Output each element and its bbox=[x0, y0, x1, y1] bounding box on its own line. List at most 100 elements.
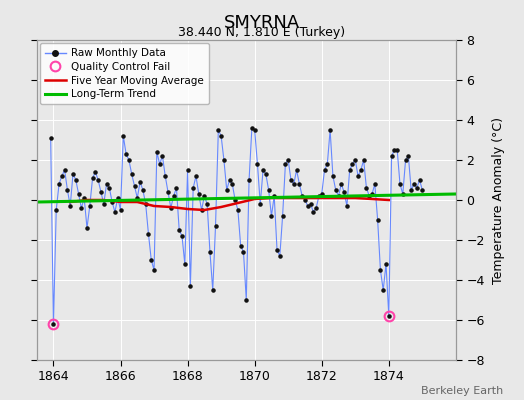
Point bbox=[114, 195, 122, 201]
Point bbox=[267, 213, 276, 219]
Point bbox=[85, 203, 94, 209]
Point bbox=[404, 153, 412, 159]
Point bbox=[301, 197, 309, 203]
Point bbox=[178, 233, 186, 239]
Point bbox=[130, 183, 139, 189]
Point bbox=[345, 167, 354, 173]
Point bbox=[164, 189, 172, 195]
Point bbox=[354, 173, 362, 179]
Point bbox=[320, 167, 329, 173]
Point bbox=[334, 193, 343, 199]
Point bbox=[332, 187, 340, 193]
Point bbox=[359, 157, 368, 163]
Point bbox=[206, 249, 214, 255]
Point bbox=[72, 177, 80, 183]
Point bbox=[309, 209, 318, 215]
Point bbox=[172, 185, 181, 191]
Y-axis label: Temperature Anomaly (°C): Temperature Anomaly (°C) bbox=[492, 116, 505, 284]
Point bbox=[102, 181, 111, 187]
Point bbox=[401, 157, 410, 163]
Point bbox=[55, 181, 63, 187]
Point bbox=[52, 207, 60, 213]
Point bbox=[181, 261, 189, 267]
Point bbox=[116, 207, 125, 213]
Point bbox=[169, 193, 178, 199]
Point bbox=[343, 203, 351, 209]
Point bbox=[368, 191, 376, 197]
Point bbox=[287, 177, 295, 183]
Point bbox=[203, 201, 211, 207]
Point bbox=[231, 197, 239, 203]
Point bbox=[189, 185, 198, 191]
Point bbox=[273, 247, 281, 253]
Point bbox=[139, 187, 147, 193]
Point bbox=[119, 133, 127, 139]
Point bbox=[100, 201, 108, 207]
Point bbox=[158, 153, 167, 159]
Point bbox=[97, 189, 105, 195]
Point bbox=[220, 157, 228, 163]
Point bbox=[250, 127, 259, 133]
Point bbox=[63, 187, 72, 193]
Point bbox=[340, 189, 348, 195]
Point bbox=[125, 157, 133, 163]
Point bbox=[290, 181, 298, 187]
Point bbox=[256, 201, 265, 207]
Legend: Raw Monthly Data, Quality Control Fail, Five Year Moving Average, Long-Term Tren: Raw Monthly Data, Quality Control Fail, … bbox=[40, 43, 209, 104]
Point bbox=[374, 217, 382, 223]
Point bbox=[236, 243, 245, 249]
Point bbox=[77, 205, 85, 211]
Point bbox=[245, 177, 253, 183]
Point bbox=[91, 169, 100, 175]
Point bbox=[337, 181, 345, 187]
Point bbox=[248, 125, 256, 131]
Point bbox=[393, 147, 401, 153]
Point bbox=[253, 161, 261, 167]
Point bbox=[387, 153, 396, 159]
Point bbox=[144, 231, 152, 237]
Point bbox=[315, 193, 323, 199]
Text: Berkeley Earth: Berkeley Earth bbox=[421, 386, 503, 396]
Point bbox=[133, 195, 141, 201]
Point bbox=[239, 249, 248, 255]
Point bbox=[292, 167, 301, 173]
Point bbox=[136, 179, 144, 185]
Point bbox=[211, 223, 220, 229]
Point bbox=[351, 157, 359, 163]
Text: SMYRNA: SMYRNA bbox=[224, 14, 300, 32]
Text: 38.440 N, 1.810 E (Turkey): 38.440 N, 1.810 E (Turkey) bbox=[179, 26, 345, 39]
Point bbox=[276, 253, 284, 259]
Point bbox=[399, 191, 407, 197]
Point bbox=[127, 171, 136, 177]
Point bbox=[209, 287, 217, 293]
Point bbox=[89, 175, 97, 181]
Point bbox=[385, 313, 393, 319]
Point bbox=[329, 173, 337, 179]
Point bbox=[370, 181, 379, 187]
Point bbox=[312, 205, 320, 211]
Point bbox=[175, 227, 183, 233]
Point bbox=[217, 133, 225, 139]
Point bbox=[362, 185, 370, 191]
Point bbox=[298, 193, 307, 199]
Point bbox=[278, 213, 287, 219]
Point bbox=[303, 203, 312, 209]
Point bbox=[326, 127, 334, 133]
Point bbox=[223, 187, 231, 193]
Point bbox=[382, 261, 390, 267]
Point bbox=[348, 161, 357, 167]
Point bbox=[242, 297, 250, 303]
Point bbox=[228, 181, 236, 187]
Point bbox=[407, 187, 416, 193]
Point bbox=[167, 205, 175, 211]
Point bbox=[284, 157, 292, 163]
Point bbox=[234, 207, 242, 213]
Point bbox=[122, 151, 130, 157]
Point bbox=[69, 171, 77, 177]
Point bbox=[186, 283, 194, 289]
Point bbox=[416, 177, 424, 183]
Point bbox=[376, 267, 385, 273]
Point bbox=[412, 185, 421, 191]
Point bbox=[365, 193, 374, 199]
Point bbox=[225, 177, 234, 183]
